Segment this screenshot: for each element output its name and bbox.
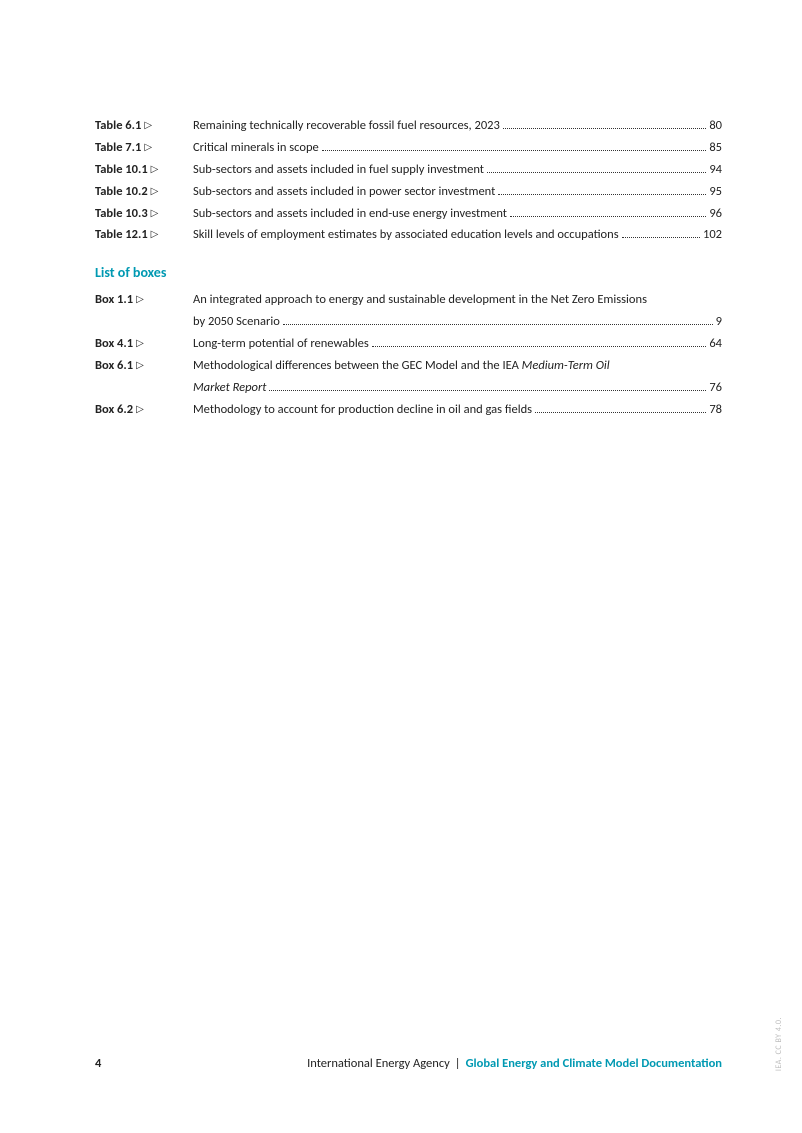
dot-leader — [322, 150, 707, 151]
triangle-icon: ▷ — [136, 400, 144, 418]
dot-leader — [535, 412, 706, 413]
dot-leader — [269, 390, 706, 391]
toc-row: Box 6.1▷ Methodological differences betw… — [95, 355, 722, 399]
toc-desc: Long-term potential of renewables 64 — [193, 333, 722, 355]
toc-text: Methodological differences between the G… — [193, 355, 610, 377]
toc-row: Table 10.1▷ Sub-sectors and assets inclu… — [95, 159, 722, 181]
toc-label: Box 1.1▷ — [95, 289, 193, 311]
toc-text: Sub-sectors and assets included in end-u… — [193, 203, 507, 225]
toc-row: Box 6.2▷ Methodology to account for prod… — [95, 399, 722, 421]
dot-leader — [510, 216, 706, 217]
toc-desc: Skill levels of employment estimates by … — [193, 224, 722, 246]
toc-page: 96 — [709, 203, 722, 225]
toc-page: 76 — [709, 377, 722, 399]
footer-title: Global Energy and Climate Model Document… — [466, 1056, 722, 1071]
footer-separator: | — [455, 1056, 461, 1071]
toc-text: Sub-sectors and assets included in fuel … — [193, 159, 484, 181]
document-page: Table 6.1▷ Remaining technically recover… — [0, 0, 802, 1133]
toc-text: by 2050 Scenario — [193, 311, 280, 333]
triangle-icon: ▷ — [144, 138, 152, 156]
toc-text: Market Report — [193, 377, 266, 399]
dot-leader — [487, 172, 706, 173]
toc-row: Table 10.3▷ Sub-sectors and assets inclu… — [95, 203, 722, 225]
footer-page-number: 4 — [95, 1056, 101, 1071]
toc-text: Methodology to account for production de… — [193, 399, 532, 421]
toc-text: An integrated approach to energy and sus… — [193, 289, 647, 311]
toc-label: Table 7.1▷ — [95, 137, 193, 159]
toc-row: Box 4.1▷ Long-term potential of renewabl… — [95, 333, 722, 355]
toc-text: Remaining technically recoverable fossil… — [193, 115, 500, 137]
toc-label: Table 10.1▷ — [95, 159, 193, 181]
toc-label: Table 10.3▷ — [95, 203, 193, 225]
dot-leader — [498, 194, 706, 195]
toc-row: Table 7.1▷ Critical minerals in scope 85 — [95, 137, 722, 159]
toc-page: 95 — [709, 181, 722, 203]
toc-row: Box 1.1▷ An integrated approach to energ… — [95, 289, 722, 333]
toc-page: 102 — [703, 224, 722, 246]
toc-desc: Critical minerals in scope 85 — [193, 137, 722, 159]
toc-label: Box 4.1▷ — [95, 333, 193, 355]
toc-row: Table 10.2▷ Sub-sectors and assets inclu… — [95, 181, 722, 203]
toc-page: 9 — [716, 311, 722, 333]
boxes-heading: List of boxes — [95, 264, 722, 281]
triangle-icon: ▷ — [151, 182, 159, 200]
toc-page: 78 — [709, 399, 722, 421]
toc-text: Critical minerals in scope — [193, 137, 319, 159]
toc-desc: Sub-sectors and assets included in power… — [193, 181, 722, 203]
boxes-list: List of boxes Box 1.1▷ An integrated app… — [95, 264, 722, 420]
toc-desc: An integrated approach to energy and sus… — [193, 289, 722, 333]
toc-text: Sub-sectors and assets included in power… — [193, 181, 495, 203]
toc-page: 85 — [709, 137, 722, 159]
toc-desc: Methodology to account for production de… — [193, 399, 722, 421]
toc-label: Table 12.1▷ — [95, 224, 193, 246]
triangle-icon: ▷ — [136, 356, 144, 374]
license-note: IEA. CC BY 4.0. — [774, 1017, 784, 1071]
triangle-icon: ▷ — [151, 204, 159, 222]
triangle-icon: ▷ — [151, 160, 159, 178]
toc-desc: Sub-sectors and assets included in end-u… — [193, 203, 722, 225]
dot-leader — [503, 128, 706, 129]
toc-desc: Sub-sectors and assets included in fuel … — [193, 159, 722, 181]
dot-leader — [622, 237, 700, 238]
toc-label: Box 6.1▷ — [95, 355, 193, 377]
toc-label: Table 10.2▷ — [95, 181, 193, 203]
toc-label: Box 6.2▷ — [95, 399, 193, 421]
toc-row: Table 6.1▷ Remaining technically recover… — [95, 115, 722, 137]
toc-page: 94 — [709, 159, 722, 181]
tables-list: Table 6.1▷ Remaining technically recover… — [95, 115, 722, 246]
triangle-icon: ▷ — [136, 290, 144, 308]
toc-label: Table 6.1▷ — [95, 115, 193, 137]
toc-page: 64 — [709, 333, 722, 355]
toc-text: Long-term potential of renewables — [193, 333, 369, 355]
triangle-icon: ▷ — [151, 225, 159, 243]
toc-desc: Methodological differences between the G… — [193, 355, 722, 399]
triangle-icon: ▷ — [144, 116, 152, 134]
dot-leader — [283, 324, 713, 325]
dot-leader — [372, 346, 707, 347]
toc-page: 80 — [709, 115, 722, 137]
toc-text: Skill levels of employment estimates by … — [193, 224, 619, 246]
footer-org: International Energy Agency — [307, 1056, 450, 1071]
toc-desc: Remaining technically recoverable fossil… — [193, 115, 722, 137]
toc-row: Table 12.1▷ Skill levels of employment e… — [95, 224, 722, 246]
triangle-icon: ▷ — [136, 334, 144, 352]
page-footer: 4 International Energy Agency | Global E… — [95, 1056, 722, 1071]
